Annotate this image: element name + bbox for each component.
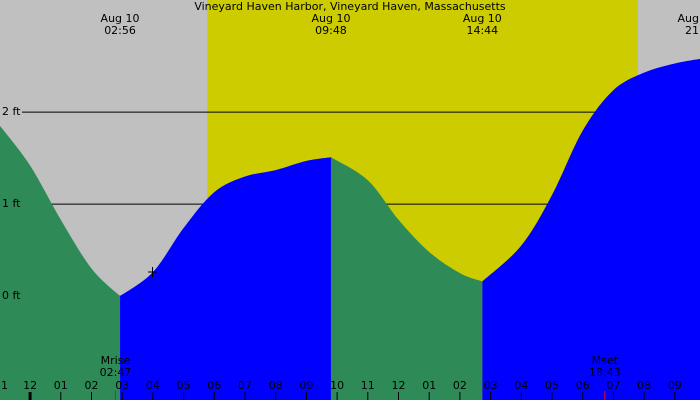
y-tick-label: 0 ft	[2, 289, 21, 302]
x-tick-label: 08	[269, 379, 283, 392]
chart-title: Vineyard Haven Harbor, Vineyard Haven, M…	[194, 0, 506, 13]
x-tick-label: 02	[453, 379, 467, 392]
x-tick-label: 03	[484, 379, 498, 392]
x-tick-label: 12	[392, 379, 406, 392]
extreme-time: 14:44	[466, 24, 498, 37]
x-tick-label: 10	[330, 379, 344, 392]
y-tick-label: 1 ft	[2, 197, 21, 210]
y-tick-label: 2 ft	[2, 105, 21, 118]
moon-name: Mrise	[101, 354, 131, 367]
current-marker	[148, 267, 157, 277]
x-tick-label: 06	[576, 379, 590, 392]
falling-tide	[0, 125, 121, 400]
x-tick-label: 05	[177, 379, 191, 392]
x-tick-label: 04	[146, 379, 160, 392]
x-tick-label: 09	[668, 379, 682, 392]
x-tick-label: 1	[1, 379, 8, 392]
extreme-time: 02:56	[104, 24, 136, 37]
x-tick-label: 07	[238, 379, 252, 392]
extreme-time: 21	[685, 24, 699, 37]
rising-tide	[120, 157, 331, 400]
tide-fills	[0, 58, 700, 400]
x-tick-label: 07	[606, 379, 620, 392]
extreme-time: 09:48	[315, 24, 347, 37]
extreme-date: Aug 10	[101, 12, 140, 25]
moon-name: Mset	[592, 354, 619, 367]
x-tick-label: 06	[207, 379, 221, 392]
extreme-date: Aug	[678, 12, 699, 25]
falling-tide	[330, 157, 483, 400]
extreme-date: Aug 10	[463, 12, 502, 25]
x-tick-label: 05	[545, 379, 559, 392]
rising-tide	[482, 58, 700, 400]
x-tick-label: 04	[514, 379, 528, 392]
moon-time: 18:43	[589, 366, 621, 379]
x-tick-label: 01	[54, 379, 68, 392]
extreme-date: Aug 10	[311, 12, 350, 25]
x-tick-label: 09	[299, 379, 313, 392]
x-tick-label: 03	[115, 379, 129, 392]
x-tick-label: 01	[422, 379, 436, 392]
x-tick-label: 08	[637, 379, 651, 392]
x-tick-label: 11	[361, 379, 375, 392]
x-tick-label: 12	[23, 379, 37, 392]
moon-time: 02:47	[100, 366, 132, 379]
x-tick-label: 02	[84, 379, 98, 392]
